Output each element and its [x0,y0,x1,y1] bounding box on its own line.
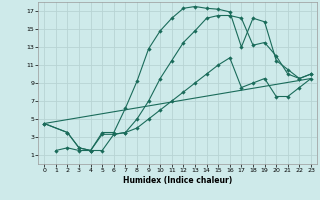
X-axis label: Humidex (Indice chaleur): Humidex (Indice chaleur) [123,176,232,185]
